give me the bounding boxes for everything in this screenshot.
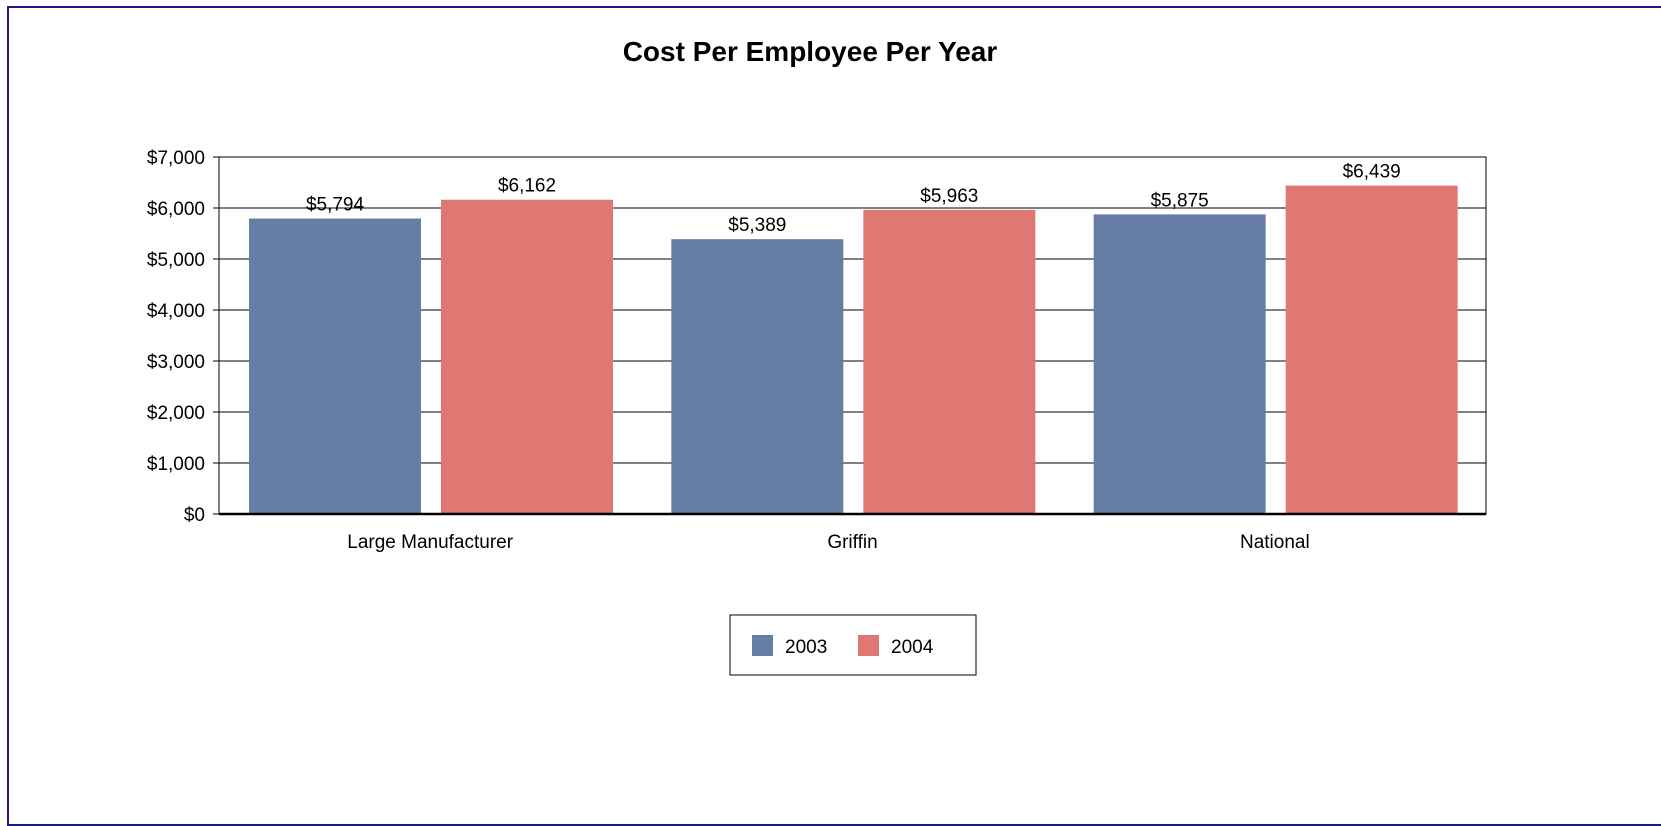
legend-label: 2004 xyxy=(891,637,934,658)
data-label: $5,963 xyxy=(920,186,978,207)
y-tick-label: $3,000 xyxy=(147,352,205,373)
legend-swatch xyxy=(858,635,879,656)
data-label: $6,162 xyxy=(498,176,556,197)
bar-2004-1 xyxy=(863,209,1036,514)
x-tick-label: Large Manufacturer xyxy=(347,532,513,553)
y-tick-label: $0 xyxy=(184,505,205,526)
legend-label: 2003 xyxy=(785,637,827,658)
data-label: $5,389 xyxy=(728,215,786,236)
y-tick-label: $6,000 xyxy=(147,199,205,220)
x-tick-label: National xyxy=(1240,532,1310,553)
y-tick-label: $2,000 xyxy=(147,403,205,424)
bar-2004-2 xyxy=(1285,185,1458,514)
bar-2003-2 xyxy=(1093,214,1266,514)
bar-2003-0 xyxy=(249,218,421,515)
y-tick-label: $7,000 xyxy=(147,148,205,169)
bar-2003-1 xyxy=(671,239,844,514)
legend-swatch xyxy=(752,635,773,656)
plot-area: $0 $1,000 $2,000 $3,000 $4,000 $5,000 $6,000 $7… xyxy=(147,148,1487,553)
chart-title: Cost Per Employee Per Year xyxy=(623,36,998,67)
data-label: $6,439 xyxy=(1343,162,1401,183)
legend: 2003 2004 xyxy=(729,614,977,676)
y-tick-label: $1,000 xyxy=(147,454,205,475)
y-tick-label: $5,000 xyxy=(147,250,205,271)
plot-background xyxy=(219,157,1486,514)
data-label: $5,875 xyxy=(1151,190,1209,211)
x-tick-label: Griffin xyxy=(827,532,877,553)
data-label: $5,794 xyxy=(306,195,365,216)
y-tick-label: $4,000 xyxy=(147,301,205,322)
bar-2004-0 xyxy=(441,199,613,514)
